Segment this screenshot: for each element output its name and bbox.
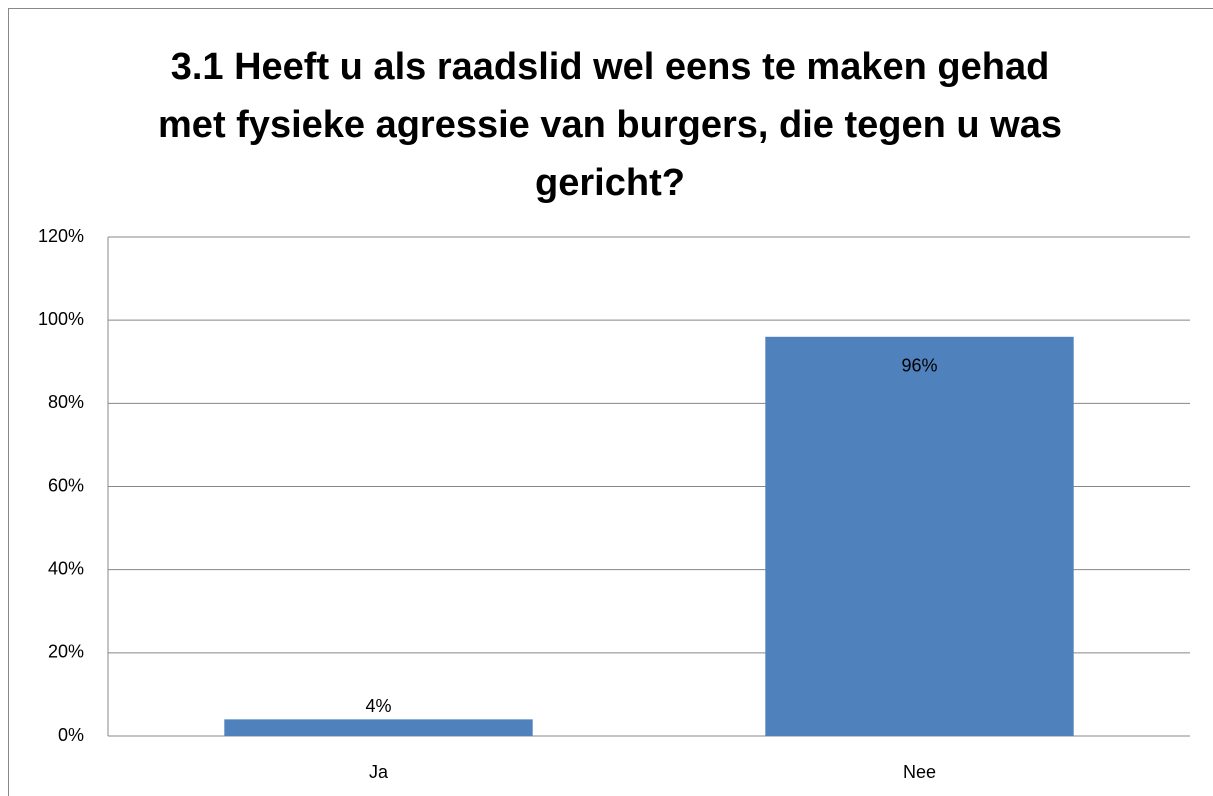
y-tick-label: 80% bbox=[48, 392, 84, 412]
y-tick-label: 100% bbox=[38, 309, 84, 329]
y-tick-label: 60% bbox=[48, 475, 84, 495]
y-tick-label: 40% bbox=[48, 558, 84, 578]
bar bbox=[765, 336, 1074, 736]
data-label: 4% bbox=[365, 696, 391, 716]
y-tick-label: 0% bbox=[58, 725, 84, 745]
data-label: 96% bbox=[901, 356, 937, 376]
x-tick-label: Ja bbox=[369, 762, 389, 782]
y-tick-label: 20% bbox=[48, 642, 84, 662]
chart-border bbox=[8, 8, 1213, 796]
x-tick-label: Nee bbox=[903, 762, 936, 782]
y-tick-label: 120% bbox=[38, 226, 84, 246]
bar bbox=[224, 719, 533, 736]
chart-title: 3.1 Heeft u als raadslid wel eens te mak… bbox=[158, 46, 1062, 204]
